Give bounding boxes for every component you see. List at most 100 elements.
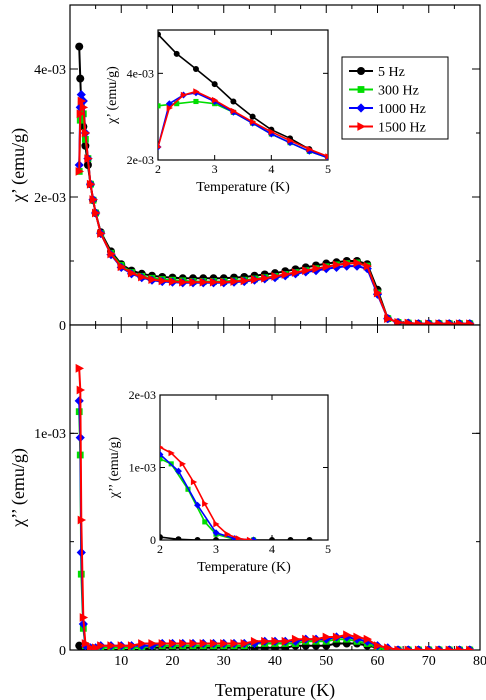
top-data-point — [302, 266, 311, 275]
top-data-point — [404, 318, 414, 325]
top-data-point — [79, 103, 89, 112]
bottom-data-point — [404, 645, 414, 650]
bottom-data-point — [302, 634, 311, 644]
bottom-data-point — [312, 634, 321, 644]
legend-label: 1500 Hz — [378, 121, 426, 136]
bottom-xtick-label: 40 — [268, 654, 282, 669]
bottom-ytick-label: 0 — [59, 644, 66, 659]
top-series-line-3 — [78, 100, 470, 325]
top-data-point — [75, 42, 84, 51]
bottom-data-point — [281, 636, 291, 646]
bottom-inset-data-point — [160, 456, 163, 462]
top-data-point — [97, 229, 106, 238]
top-inset-data-point — [249, 118, 257, 126]
top-data-point — [76, 109, 86, 119]
legend-marker-triangle-right — [357, 122, 366, 131]
top-inset-data-point — [211, 81, 218, 88]
bottom-data-point — [199, 639, 209, 648]
bottom-data-point — [363, 634, 373, 644]
top-data-point — [250, 275, 260, 284]
bottom-data-point — [117, 641, 127, 650]
top-data-point — [107, 249, 116, 259]
top-inset-data-point — [180, 91, 188, 99]
bottom-inset-data-point — [194, 501, 201, 509]
top-data-point — [291, 268, 301, 277]
bottom-data-point — [138, 639, 147, 648]
bottom-data-point — [97, 641, 106, 650]
bottom-inset-xlabel: Temperature (K) — [197, 560, 291, 575]
top-data-point — [455, 319, 465, 325]
top-data-point — [168, 277, 178, 286]
legend-marker-circle — [357, 67, 365, 75]
top-data-point — [466, 319, 475, 325]
bottom-inset-frame — [159, 394, 329, 541]
bottom-data-point — [261, 636, 270, 646]
bottom-data-point — [148, 639, 157, 648]
top-data-point — [373, 288, 383, 298]
top-inset-data-point — [230, 98, 237, 105]
top-data-point — [312, 264, 321, 274]
bottom-data-point — [425, 645, 434, 650]
top-data-point — [179, 277, 188, 287]
top-inset-data-point — [158, 103, 161, 109]
top-inset-data-point — [192, 66, 199, 72]
top-data-point — [86, 179, 96, 189]
bottom-xtick-label: 70 — [422, 654, 436, 669]
top-inset-data-point — [211, 96, 219, 104]
bottom-inset-ytick-label: 0 — [150, 533, 156, 547]
top-data-point — [240, 276, 250, 286]
bottom-data-point — [240, 639, 250, 648]
top-data-point — [148, 275, 157, 284]
legend: 5 Hz 300 Hz 1000 Hz 1500 Hz — [341, 56, 449, 140]
bottom-inset-ytick-label: 1e-03 — [129, 461, 156, 475]
bottom-data-point — [179, 639, 188, 648]
bottom-inset-data-point — [250, 536, 257, 540]
top-inset-data-point — [306, 145, 313, 153]
top-data-point — [84, 154, 93, 163]
top-inset-xlabel: Temperature (K) — [196, 180, 290, 195]
bottom-data-point — [445, 645, 455, 650]
top-inset-xtick-label: 5 — [325, 162, 331, 176]
top-data-point — [127, 268, 137, 278]
top-data-point — [117, 262, 127, 272]
top-data-point — [332, 260, 342, 270]
bottom-data-point — [353, 632, 362, 642]
bottom-inset-data-point — [235, 535, 242, 540]
bottom-data-point — [107, 641, 116, 650]
top-data-point — [435, 319, 444, 325]
legend-marker-square — [357, 86, 365, 93]
top-series-group — [74, 42, 475, 325]
top-ytick-label: 0 — [59, 319, 66, 334]
top-inset-ylabel: χ’ (emu/g) — [105, 66, 120, 125]
bottom-inset-data-point — [179, 460, 186, 468]
bottom-inset-data-point — [202, 519, 208, 525]
bottom-data-point — [332, 632, 342, 642]
bottom-data-point — [76, 385, 86, 395]
top-data-point — [89, 195, 98, 204]
top-data-point — [414, 319, 424, 325]
bottom-data-point — [373, 641, 383, 650]
bottom-data-point — [209, 639, 219, 648]
bottom-data-point — [394, 645, 403, 650]
top-inset-ytick-label: 4e-03 — [127, 67, 154, 81]
bottom-inset-data-point — [160, 534, 163, 540]
top-inset-panel: 2e-03 4e-03 2 3 4 5 χ’ (emu/g) Temperature (K) — [105, 29, 331, 195]
bottom-inset-data-point — [212, 529, 220, 537]
bottom-inset-data-point — [175, 467, 182, 475]
top-ytick-label: 2e-03 — [34, 191, 66, 206]
legend-label: 1000 Hz — [378, 102, 426, 117]
bottom-data-point — [230, 639, 239, 648]
top-data-point — [343, 259, 352, 268]
top-data-point — [363, 261, 373, 271]
top-inset-data-point — [158, 31, 161, 38]
top-inset-data-point — [193, 88, 200, 95]
top-inset-xtick-label: 3 — [212, 162, 218, 176]
bottom-inset-panel: 0 1e-03 2e-03 2 3 4 5 χ’’ (emu/g) Temperature (K… — [107, 388, 331, 575]
top-inset-data-point — [174, 101, 180, 107]
bottom-inset-data-point — [213, 520, 220, 528]
bottom-xtick-label: 10 — [114, 654, 128, 669]
top-inset-series-line-0 — [158, 33, 328, 159]
top-data-point — [75, 167, 85, 176]
bottom-data-point — [384, 643, 393, 650]
